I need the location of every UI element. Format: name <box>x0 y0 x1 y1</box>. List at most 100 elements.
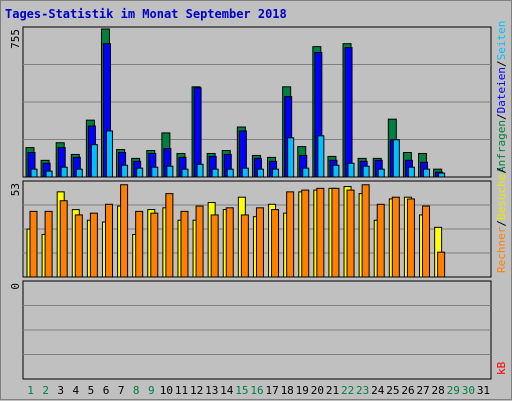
legend-part: Dateien <box>495 67 508 113</box>
sites-bar-day-16 <box>255 207 264 278</box>
x-tick-label-27: 27 <box>416 384 429 397</box>
x-tick-label-2: 2 <box>42 384 49 397</box>
x-tick-label-9: 9 <box>148 384 155 397</box>
sites-bar-day-18 <box>286 191 295 278</box>
pages-bar-day-4 <box>75 168 83 178</box>
panel-1-y-max-label: 755 <box>9 29 22 49</box>
pages-bar-day-11 <box>181 168 189 178</box>
x-tick-label-23: 23 <box>356 384 369 397</box>
pages-bar-day-15 <box>241 167 249 178</box>
x-tick-label-16: 16 <box>250 384 263 397</box>
pages-bar-day-12 <box>196 163 204 178</box>
x-tick-label-22: 22 <box>341 384 354 397</box>
x-tick-label-13: 13 <box>205 384 218 397</box>
pages-bar-day-28 <box>438 172 446 178</box>
pages-bar-day-25 <box>392 139 400 178</box>
x-tick-label-14: 14 <box>220 384 234 397</box>
pages-bar-day-3 <box>60 166 68 178</box>
pages-bar-day-17 <box>272 168 280 178</box>
pages-bar-day-27 <box>423 168 431 178</box>
x-tick-label-24: 24 <box>371 384 385 397</box>
panel-3-series-legend: kB <box>495 361 508 375</box>
x-tick-label-3: 3 <box>57 384 64 397</box>
pages-bar-day-13 <box>211 168 219 178</box>
legend-part: Anfragen <box>495 120 508 173</box>
x-tick-label-20: 20 <box>311 384 324 397</box>
x-tick-label-11: 11 <box>175 384 188 397</box>
sites-bar-day-20 <box>316 187 325 278</box>
pages-bar-day-2 <box>45 170 53 178</box>
x-tick-label-17: 17 <box>265 384 278 397</box>
pages-bar-day-23 <box>362 165 370 178</box>
sites-bar-day-12 <box>195 205 204 278</box>
pages-bar-day-9 <box>151 166 159 178</box>
pages-bar-day-6 <box>105 130 113 178</box>
x-tick-label-15: 15 <box>235 384 248 397</box>
legend-part: / <box>495 60 508 67</box>
pages-bar-day-14 <box>226 168 234 178</box>
pages-bar-day-19 <box>302 167 310 178</box>
pages-bar-day-21 <box>332 164 340 178</box>
x-tick-label-29: 29 <box>447 384 460 397</box>
sites-bar-day-5 <box>89 212 98 278</box>
files-bar-day-12 <box>193 87 202 178</box>
x-tick-label-12: 12 <box>190 384 203 397</box>
x-tick-label-7: 7 <box>118 384 125 397</box>
legend-part: Seiten <box>495 21 508 61</box>
x-tick-label-10: 10 <box>160 384 173 397</box>
sites-bar-day-7 <box>120 184 129 278</box>
sites-bar-day-28 <box>437 251 446 278</box>
pages-bar-day-26 <box>407 166 415 178</box>
pages-bar-day-20 <box>317 135 325 178</box>
sites-bar-day-9 <box>150 212 159 278</box>
x-tick-label-30: 30 <box>462 384 475 397</box>
panel-2-y-max-label: 53 <box>9 183 22 196</box>
sites-bar-day-8 <box>135 210 144 278</box>
pages-bar-day-22 <box>347 162 355 178</box>
panel-3-y-max-label: 0 <box>9 283 22 290</box>
sites-bar-day-4 <box>74 214 83 278</box>
x-tick-label-18: 18 <box>281 384 294 397</box>
pages-bar-day-7 <box>121 164 129 178</box>
sites-bar-day-17 <box>271 209 280 278</box>
sites-bar-day-6 <box>104 203 113 278</box>
legend-part: / <box>495 167 508 174</box>
sites-bar-day-13 <box>210 214 219 278</box>
x-tick-label-5: 5 <box>88 384 95 397</box>
sites-bar-day-10 <box>165 193 174 278</box>
sites-bar-day-26 <box>406 198 415 278</box>
x-tick-label-4: 4 <box>73 384 80 397</box>
chart-title: Tages-Statistik im Monat September 2018 <box>5 7 287 21</box>
legend-part: / <box>495 220 508 227</box>
panel-1-series-legend: Anfragen/Dateien/Seiten <box>495 21 508 173</box>
sites-bar-day-11 <box>180 210 189 278</box>
sites-bar-day-3 <box>59 200 68 278</box>
sites-bar-day-19 <box>301 189 310 278</box>
sites-bar-day-1 <box>29 210 38 278</box>
pages-bar-day-5 <box>90 144 98 178</box>
files-bar-day-22 <box>344 47 353 178</box>
x-tick-label-8: 8 <box>133 384 140 397</box>
x-tick-label-21: 21 <box>326 384 339 397</box>
x-tick-label-31: 31 <box>477 384 490 397</box>
x-tick-label-6: 6 <box>103 384 110 397</box>
sites-bar-day-23 <box>361 184 370 278</box>
sites-bar-day-27 <box>422 205 431 278</box>
sites-bar-day-24 <box>376 203 385 278</box>
pages-bar-day-1 <box>30 168 38 178</box>
legend-part: / <box>495 113 508 120</box>
legend-part: kB <box>495 361 508 375</box>
x-tick-label-28: 28 <box>432 384 445 397</box>
x-tick-label-19: 19 <box>296 384 309 397</box>
sites-bar-day-25 <box>391 196 400 278</box>
pages-bar-day-16 <box>256 168 264 178</box>
x-tick-label-1: 1 <box>27 384 34 397</box>
pages-bar-day-8 <box>136 167 144 178</box>
sites-bar-day-2 <box>44 210 53 278</box>
x-tick-label-26: 26 <box>401 384 414 397</box>
pages-bar-day-10 <box>166 165 174 178</box>
legend-part: Rechner <box>495 226 508 273</box>
pages-bar-day-24 <box>377 168 385 178</box>
